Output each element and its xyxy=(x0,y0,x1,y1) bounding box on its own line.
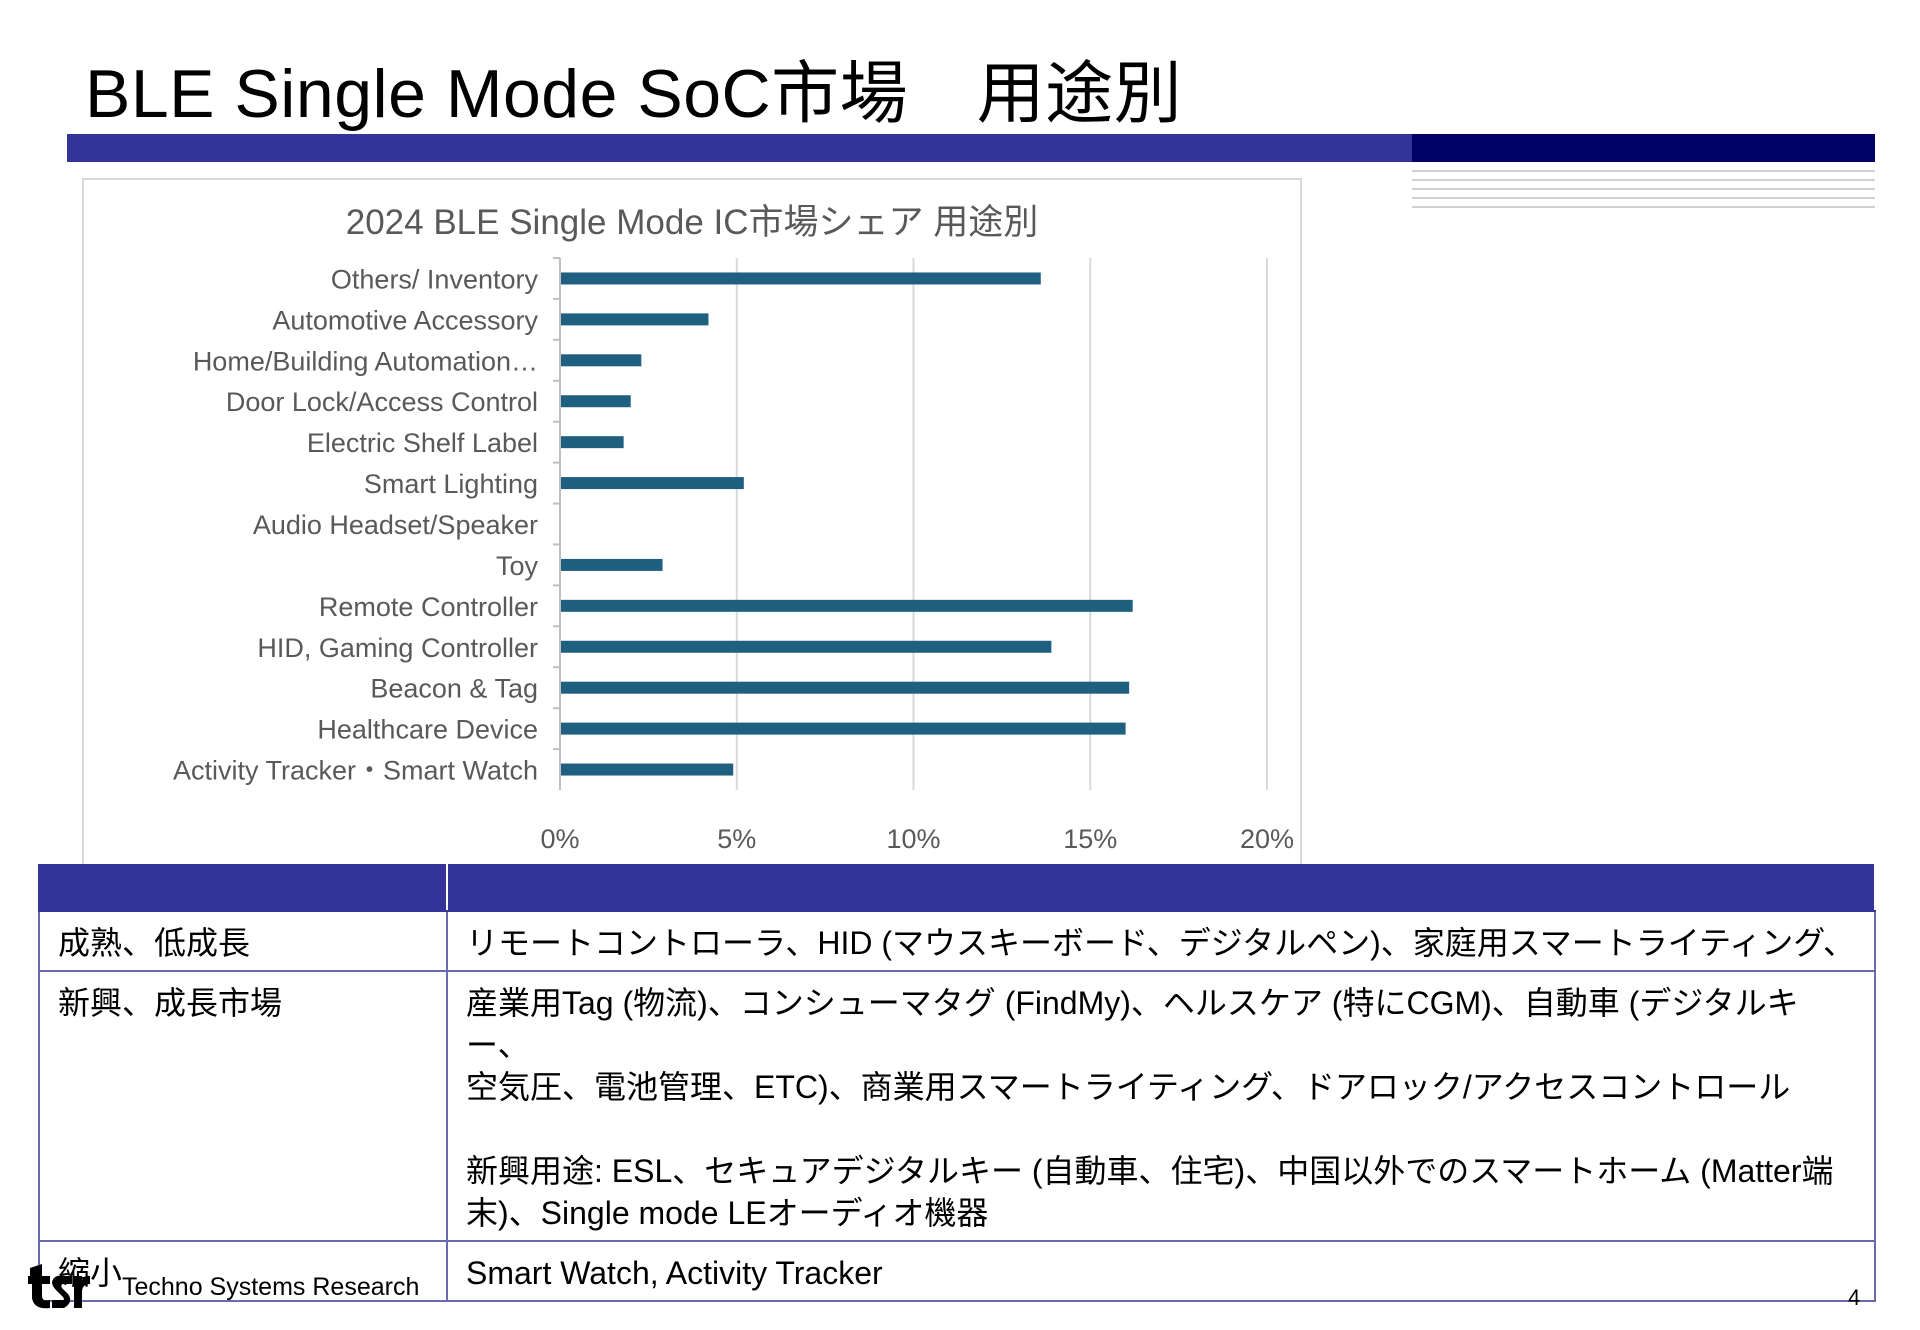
table-row: 成熟、低成長 リモートコントローラ、HID (マウスキーボード、デジタルペン)、… xyxy=(38,910,1876,972)
category-label: Activity Tracker・Smart Watch xyxy=(173,756,538,786)
bar xyxy=(561,436,624,449)
table-row-label: 新興、成長市場 xyxy=(38,970,448,1242)
bar xyxy=(561,558,663,571)
table-header-row xyxy=(38,864,1876,912)
table-text-line: 末)、Single mode LEオーディオ機器 xyxy=(466,1195,989,1231)
page-number: 4 xyxy=(1848,1285,1861,1310)
category-label: Electric Shelf Label xyxy=(307,428,538,458)
table-row-content: Smart Watch, Activity Tracker xyxy=(446,1240,1876,1302)
table-row-content: 産業用Tag (物流)、コンシューマタグ (FindMy)、ヘルスケア (特にC… xyxy=(446,970,1876,1242)
x-tick-label: 5% xyxy=(717,824,756,854)
category-label: Others/ Inventory xyxy=(331,264,539,294)
company-logo xyxy=(28,1264,90,1309)
bar xyxy=(561,722,1126,735)
x-tick-label: 10% xyxy=(886,824,940,854)
table-row: 縮小 Smart Watch, Activity Tracker xyxy=(38,1240,1876,1302)
category-label: Smart Lighting xyxy=(364,469,538,499)
bar xyxy=(561,763,734,776)
x-tick-label: 20% xyxy=(1240,824,1294,854)
title-underline-bar xyxy=(67,134,1412,162)
table-row-label: 縮小 xyxy=(38,1240,448,1302)
category-label: Healthcare Device xyxy=(317,715,538,745)
category-label: Home/Building Automation… xyxy=(193,346,538,376)
category-label: Door Lock/Access Control xyxy=(226,387,538,417)
table-text-line: 空気圧、電池管理、ETC)、商業用スマートライティング、ドアロック/アクセスコン… xyxy=(466,1069,1791,1105)
bar xyxy=(561,354,642,367)
category-label: HID, Gaming Controller xyxy=(257,633,538,663)
decorative-lines xyxy=(1412,170,1875,215)
table-row-label: 成熟、低成長 xyxy=(38,910,448,972)
table-row: 新興、成長市場 産業用Tag (物流)、コンシューマタグ (FindMy)、ヘル… xyxy=(38,970,1876,1242)
bar xyxy=(561,599,1133,612)
bar xyxy=(561,313,709,326)
bar xyxy=(561,395,631,408)
table-header-cell xyxy=(446,864,1876,912)
slide-title: BLE Single Mode SoC市場 用途別 xyxy=(85,56,1183,132)
table-header-cell xyxy=(38,864,448,912)
table-text-line: Smart Watch, Activity Tracker xyxy=(466,1255,883,1291)
table-text-line: 産業用Tag (物流)、コンシューマタグ (FindMy)、ヘルスケア (特にC… xyxy=(466,985,1799,1063)
chart-frame: 2024 BLE Single Mode IC市場シェア 用途別 0% 5% 10%… xyxy=(82,178,1302,868)
bar xyxy=(561,640,1052,653)
category-label: Audio Headset/Speaker xyxy=(253,510,538,540)
chart-title: 2024 BLE Single Mode IC市場シェア 用途別 xyxy=(345,203,1039,242)
bar-chart: 0% 5% 10% 15% 20% Others/ Inventory Automotive… xyxy=(173,257,1294,854)
footer-company-name: Techno Systems Research xyxy=(122,1273,420,1301)
table-row-content: リモートコントローラ、HID (マウスキーボード、デジタルペン)、家庭用スマート… xyxy=(446,910,1876,972)
table-text-line: リモートコントローラ、HID (マウスキーボード、デジタルペン)、家庭用スマート… xyxy=(466,925,1855,961)
table-text-line: 新興用途: ESL、セキュアデジタルキー (自動車、住宅)、中国以外でのスマート… xyxy=(466,1153,1834,1189)
x-tick-label: 0% xyxy=(540,824,579,854)
paragraph-gap xyxy=(466,1108,1856,1150)
category-label: Beacon & Tag xyxy=(370,674,538,704)
bar xyxy=(561,272,1041,285)
category-label: Automotive Accessory xyxy=(272,305,538,335)
market-table: 成熟、低成長 リモートコントローラ、HID (マウスキーボード、デジタルペン)、… xyxy=(38,864,1876,1302)
bar xyxy=(561,681,1130,694)
x-tick-label: 15% xyxy=(1063,824,1117,854)
bar xyxy=(561,477,744,490)
title-underline-bar-accent xyxy=(1412,134,1875,162)
category-label: Toy xyxy=(496,551,539,581)
category-label: Remote Controller xyxy=(319,592,538,622)
